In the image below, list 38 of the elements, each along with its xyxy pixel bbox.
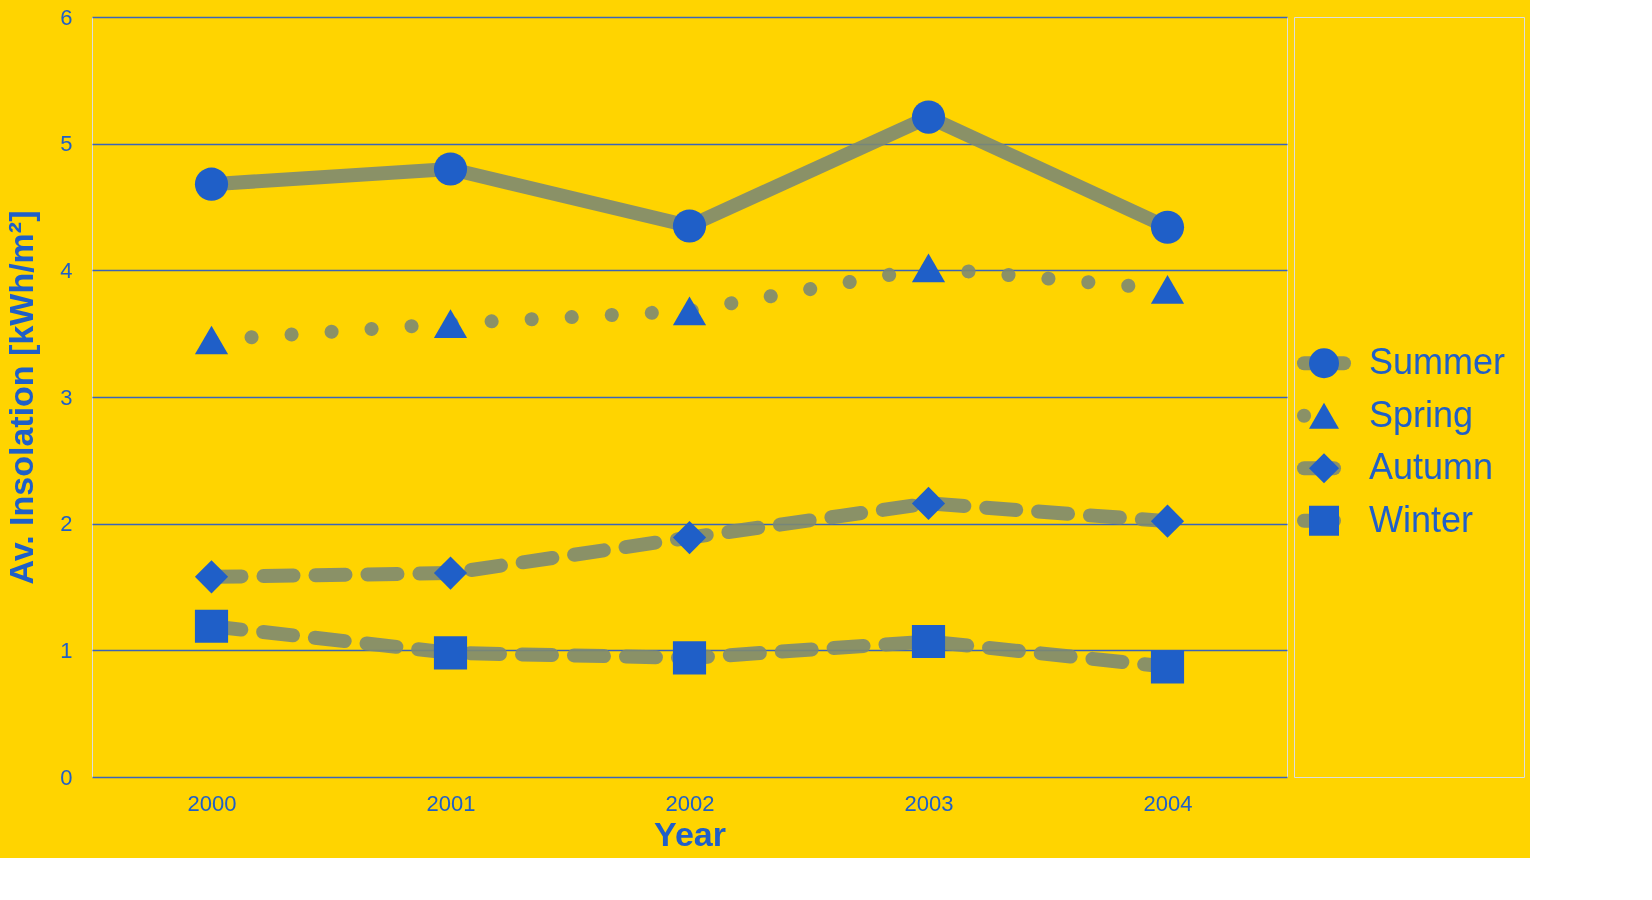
x-tick-label: 2002 [665, 790, 715, 816]
point [672, 296, 707, 326]
point [911, 253, 946, 283]
point [433, 152, 468, 186]
point [433, 556, 468, 590]
x-tick-label: 2004 [1143, 790, 1193, 816]
x-axis-title: Year [654, 814, 726, 853]
point [194, 167, 229, 201]
point [433, 309, 468, 338]
point [433, 636, 468, 670]
x-tick-label: 2001 [426, 790, 476, 816]
point [672, 521, 707, 555]
y-axis-title: Av. Insolation [kWh/m²] [2, 210, 41, 585]
point [194, 560, 229, 594]
legend-label: Spring [1369, 393, 1474, 435]
point [911, 486, 946, 520]
point [1150, 210, 1185, 244]
point [194, 325, 229, 355]
point [911, 624, 946, 659]
point [1150, 274, 1185, 304]
y-tick-label: 2 [60, 511, 73, 537]
y-tick-label: 5 [60, 131, 73, 157]
legend-label: Winter [1369, 498, 1474, 540]
point [1150, 650, 1185, 684]
y-tick-label: 4 [60, 257, 73, 283]
point [672, 209, 707, 243]
point [194, 609, 229, 643]
legend-label: Summer [1369, 341, 1506, 383]
y-tick-label: 1 [60, 637, 73, 663]
point [911, 100, 946, 134]
x-tick-label: 2000 [187, 790, 237, 816]
x-tick-label: 2003 [904, 790, 954, 816]
y-tick-label: 3 [60, 384, 73, 410]
legend-label: Autumn [1369, 446, 1494, 488]
y-tick-label: 6 [60, 4, 73, 30]
point [1150, 504, 1185, 538]
y-tick-label: 0 [60, 764, 73, 790]
point [672, 641, 707, 675]
